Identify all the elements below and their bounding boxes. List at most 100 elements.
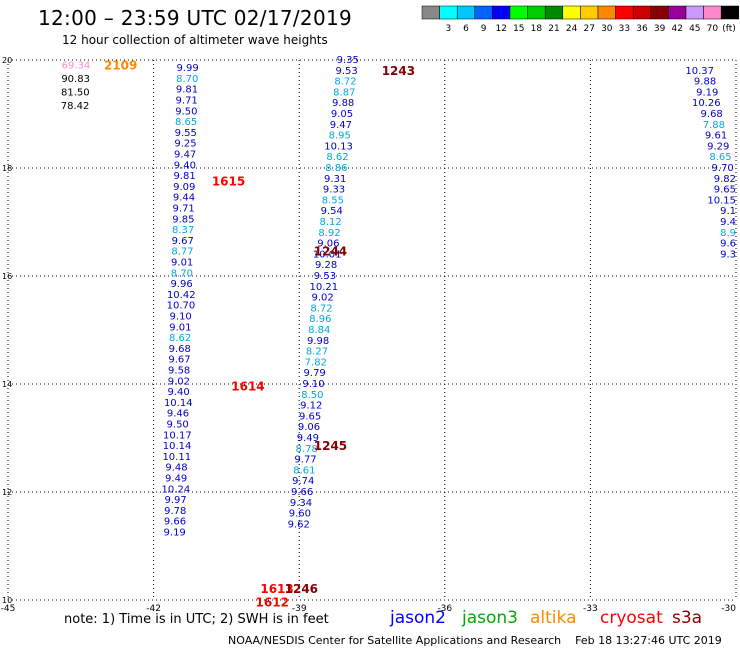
page-subtitle: 12 hour collection of altimeter wave hei… [62,33,328,47]
scale-swatch [720,5,740,20]
swh-value: 9.58 [168,366,190,377]
swh-value: 9.29 [707,141,729,152]
scale-label: 39 [654,24,666,34]
lat-tick-label: 16 [2,272,12,281]
swh-value: 9.70 [712,163,734,174]
lat-tick-label: 18 [2,164,12,173]
swh-value: 8.27 [306,347,328,358]
swh-value: 9.67 [168,355,190,366]
scale-label: 18 [531,24,543,34]
swh-value: 8.70 [176,74,198,85]
swh-value: 9.67 [172,236,194,247]
swh-value: 9.34 [290,498,312,509]
lat-tick-label: 12 [2,488,12,497]
swh-value: 9.79 [304,368,326,379]
swh-value: 9.35 [337,55,359,66]
scale-label: 70 [707,24,719,34]
swh-value: 9.71 [173,204,195,215]
units-note: note: 1) Time is in UTC; 2) SWH is in fe… [64,612,329,627]
swh-value: 9.49 [165,474,187,485]
swh-value: 9.19 [696,87,718,98]
swh-value: 9.12 [300,401,322,412]
swh-value: 8.92 [318,228,340,239]
swh-value: 9.68 [701,109,723,120]
swh-value: 10.70 [167,301,196,312]
swh-value: 8.55 [322,195,344,206]
swh-value: 9.66 [164,517,186,528]
swh-value: 9.55 [175,128,197,139]
swh-value: 9.81 [173,171,195,182]
legend-s3a: s3a [672,608,703,628]
swh-value: 9.49 [297,433,319,444]
swh-value: 8.37 [172,225,194,236]
swh-value: 10.14 [163,441,192,452]
swh-value: 8.96 [309,314,331,325]
swh-value: 8.12 [320,217,342,228]
lon-tick-label: -45 [1,604,16,614]
swh-value: 9.74 [292,476,314,487]
legend-jason2: jason2 [390,608,446,628]
scale-label: 9 [481,24,487,34]
altimeter-map: -45 -42 -39 -36 -33 -3020181614121069.3490.83… [1,55,737,614]
swh-value: 9.65 [299,411,321,422]
swh-value: 8.72 [310,303,332,314]
swh-value: 9.06 [317,239,339,250]
swh-value: 8.50 [301,390,323,401]
swh-value: 9.02 [312,293,334,304]
lon-tick-label: -30 [721,604,736,614]
swh-value: 8.9 [720,228,736,239]
swh-value: 9.88 [332,98,354,109]
swh-value: 9.02 [168,376,190,387]
swh-value: 9.50 [175,106,197,117]
scale-label: 36 [636,24,648,34]
swh-value: 9.99 [176,63,198,74]
swh-value: 9.62 [288,519,310,530]
pass-label: 1245 [314,439,347,453]
lat-tick-label: 20 [2,56,12,65]
swh-value: 8.84 [308,325,330,336]
swh-value: 90.83 [61,74,90,85]
credits-footer: NOAA/NESDIS Center for Satellite Applica… [228,634,722,647]
legend-cryosat: cryosat [600,608,663,628]
swh-value: 9.77 [294,455,316,466]
swh-value: 10.15 [707,195,736,206]
scale-unit: (ft) [722,24,736,34]
swh-value: 7.88 [703,120,725,131]
swh-value: 10.11 [162,452,191,463]
swh-value: 9.65 [714,185,736,196]
swh-value: 9.82 [714,174,736,185]
lon-tick-label: -39 [292,604,307,614]
swh-value: 9.48 [165,463,187,474]
swh-value: 69.34 [62,60,91,71]
swh-value: 10.21 [309,282,338,293]
swh-value: 9.4 [720,217,736,228]
swh-value: 10.42 [167,290,196,301]
scale-label: 45 [689,24,700,34]
swh-value: 10.14 [164,398,193,409]
swh-value: 9.44 [173,193,195,204]
swh-value: 9.19 [164,528,186,539]
pass-label: 1615 [212,175,245,189]
lon-tick-label: -33 [583,604,598,614]
scale-label: 12 [495,24,506,34]
swh-value: 9.71 [176,96,198,107]
swh-value: 9.01 [169,322,191,333]
swh-value: 10.13 [324,141,353,152]
swh-value: 8.95 [329,131,351,142]
scale-label: 6 [463,24,469,34]
pass-label: 1243 [382,64,415,78]
swh-value: 8.70 [171,268,193,279]
swh-value: 9.68 [169,344,191,355]
swh-value: 9.10 [302,379,324,390]
swh-value: 10.26 [692,98,721,109]
pass-label: 1613 [260,582,293,596]
swh-value: 8.61 [293,465,315,476]
swh-value: 9.81 [176,85,198,96]
swh-value: 9.53 [335,66,357,77]
pass-label: 1614 [231,380,264,394]
swh-value: 9.53 [314,271,336,282]
swh-value: 10.24 [162,484,191,495]
swh-value: 9.3 [720,249,736,260]
swh-value: 9.60 [289,509,311,520]
swh-value: 7.82 [305,357,327,368]
